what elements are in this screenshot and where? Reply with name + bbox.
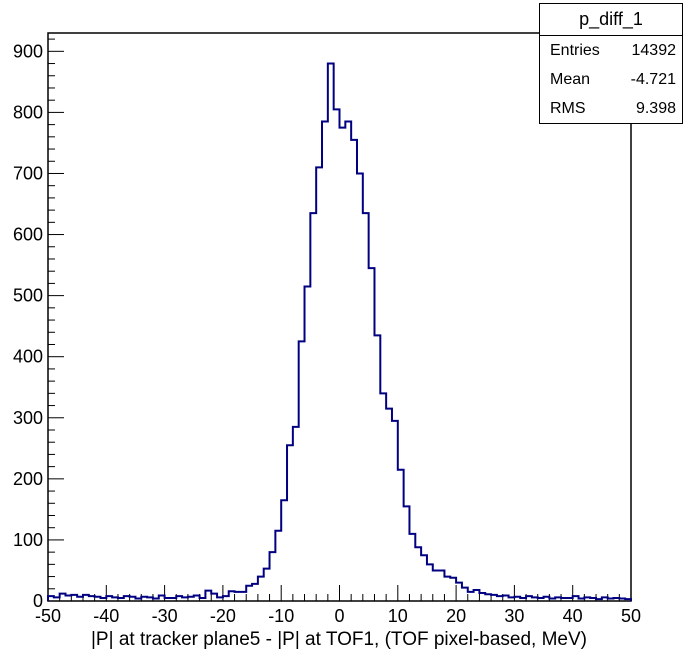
histogram-line [47, 62, 632, 601]
stats-value: -4.721 [630, 71, 676, 88]
x-tick-label: -20 [210, 606, 236, 626]
y-tick-label: 0 [33, 591, 43, 611]
x-tick-label: 0 [334, 606, 344, 626]
x-tick-label: 20 [446, 606, 466, 626]
x-tick-label: 10 [388, 606, 408, 626]
y-tick-label: 400 [13, 347, 43, 367]
x-tick-label: -30 [152, 606, 178, 626]
stats-row-entries: Entries 14392 [540, 36, 682, 65]
x-tick-label: 30 [504, 606, 524, 626]
y-tick-label: 100 [13, 530, 43, 550]
stats-title: p_diff_1 [540, 4, 682, 36]
x-axis-title: |P| at tracker plane5 - |P| at TOF1, (TO… [91, 629, 587, 650]
stats-label: RMS [550, 100, 586, 117]
y-tick-label: 600 [13, 225, 43, 245]
y-tick-label: 300 [13, 408, 43, 428]
stats-value: 9.398 [635, 100, 676, 117]
y-tick-label: 700 [13, 163, 43, 183]
stats-value: 14392 [631, 42, 677, 59]
y-tick-label: 200 [13, 469, 43, 489]
y-tick-label: 900 [13, 41, 43, 61]
stats-label: Entries [550, 42, 600, 59]
y-tick-label: 800 [13, 102, 43, 122]
axis-ticks: -50 -40 -30 -20 -10 0 10 20 30 40 5001002003004005… [13, 38, 641, 626]
x-tick-label: 50 [621, 606, 641, 626]
stats-row-mean: Mean -4.721 [540, 65, 682, 94]
x-tick-label: -50 [35, 606, 61, 626]
y-tick-label: 500 [13, 286, 43, 306]
stats-box: p_diff_1 Entries 14392 Mean -4.721 RMS 9… [539, 3, 683, 124]
x-tick-label: 40 [563, 606, 583, 626]
stats-label: Mean [550, 71, 591, 88]
stats-row-rms: RMS 9.398 [540, 94, 682, 123]
x-tick-label: -10 [268, 606, 294, 626]
x-tick-label: -40 [93, 606, 119, 626]
